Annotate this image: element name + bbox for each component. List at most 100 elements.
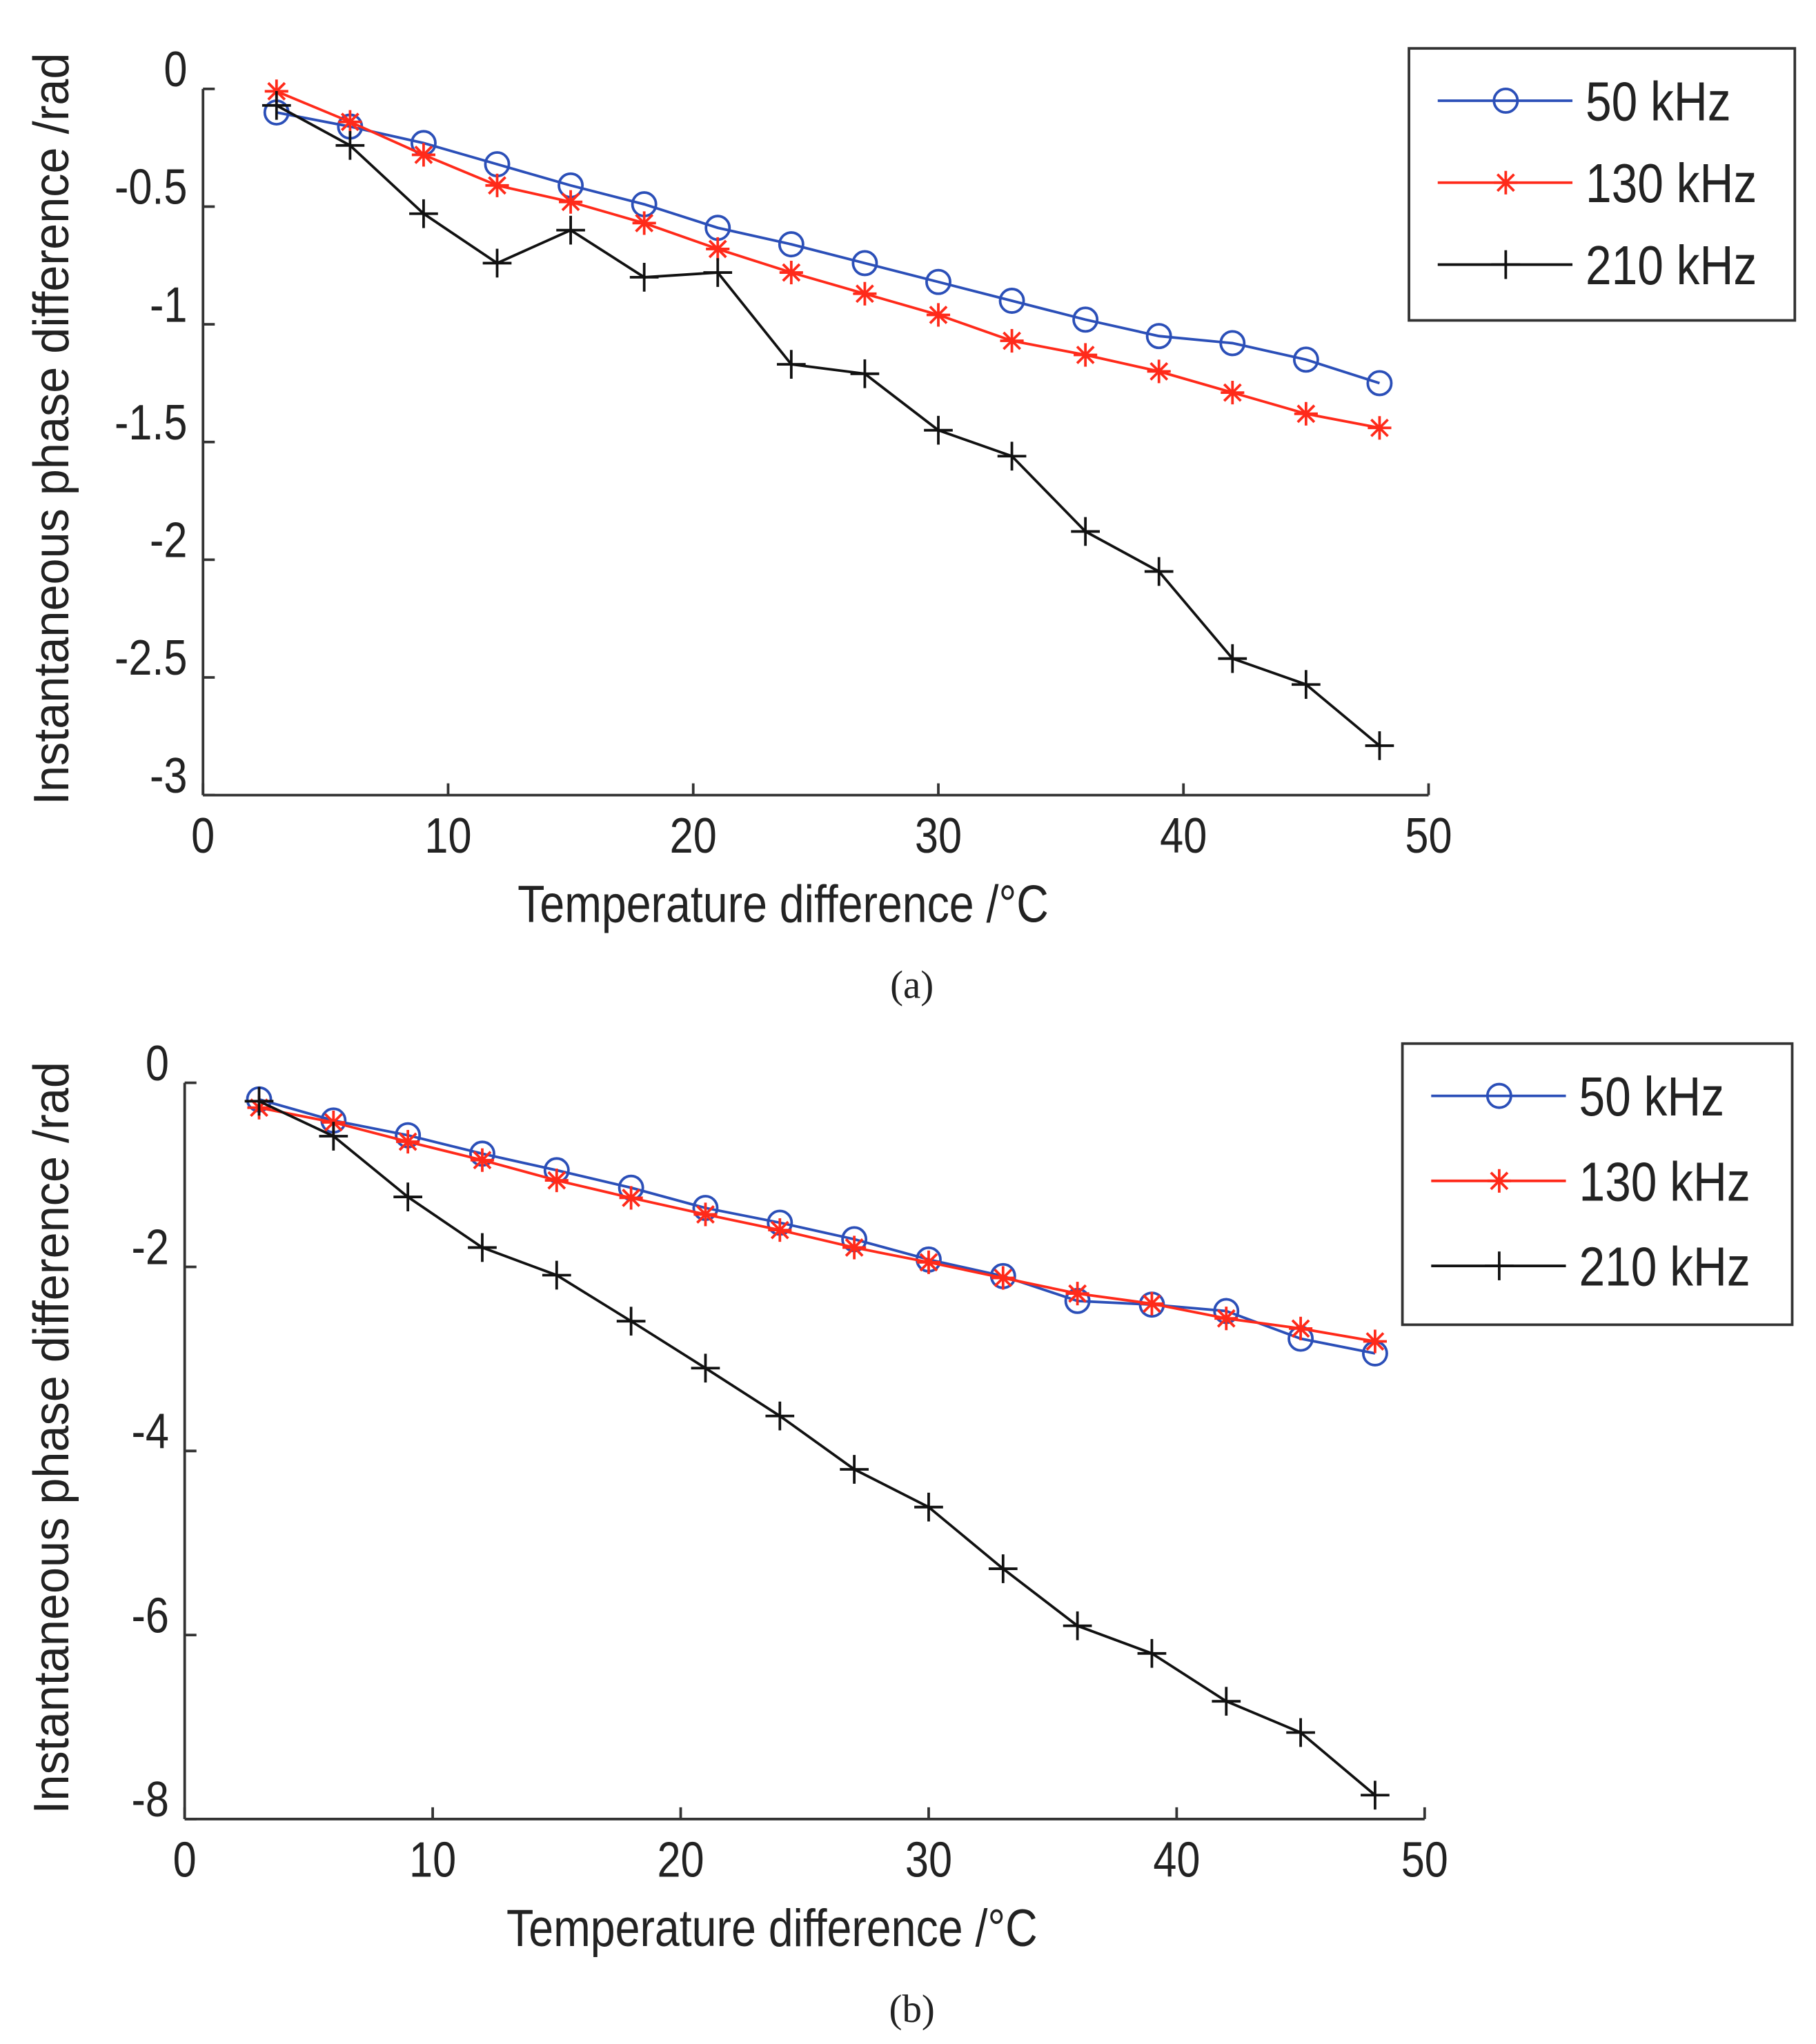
series-50-khz bbox=[263, 99, 1393, 397]
data-point bbox=[411, 143, 436, 167]
data-point bbox=[1363, 1329, 1387, 1353]
legend-marker bbox=[1494, 170, 1518, 195]
asterisk-stroke bbox=[1076, 346, 1095, 364]
x-tick-label: 40 bbox=[1153, 1832, 1200, 1888]
data-point bbox=[261, 90, 291, 120]
series-210-khz bbox=[261, 90, 1394, 760]
asterisk-stroke bbox=[1216, 1309, 1236, 1328]
data-point bbox=[1292, 670, 1321, 699]
legend-marker bbox=[1486, 1082, 1512, 1109]
series-line bbox=[276, 111, 1381, 385]
legend-box bbox=[1401, 1042, 1794, 1327]
data-point bbox=[619, 1186, 643, 1210]
x-tick-label: 50 bbox=[1405, 808, 1452, 864]
y-tick-label: -8 bbox=[131, 1772, 168, 1827]
data-point bbox=[840, 1455, 869, 1484]
y-tick-label: -1.5 bbox=[115, 395, 188, 450]
asterisk-stroke bbox=[1143, 1294, 1161, 1313]
x-tick-label: 30 bbox=[915, 808, 962, 864]
data-point bbox=[779, 261, 803, 285]
y-tick-label: -2 bbox=[131, 1220, 168, 1276]
legend-marker bbox=[1492, 88, 1519, 114]
asterisk-stroke bbox=[929, 306, 948, 324]
data-point bbox=[850, 359, 880, 388]
data-point bbox=[925, 268, 951, 295]
data-point bbox=[1292, 346, 1319, 373]
y-tick-label: -0.5 bbox=[115, 159, 188, 215]
y-tick-label: -1 bbox=[150, 277, 187, 333]
y-axis-label: Instantaneous phase difference /rad bbox=[23, 53, 79, 806]
data-point bbox=[482, 248, 512, 278]
data-point bbox=[765, 1401, 795, 1431]
series-line bbox=[276, 90, 1380, 430]
asterisk-stroke bbox=[1068, 1284, 1087, 1303]
data-point bbox=[1218, 644, 1247, 673]
y-tick-label: -4 bbox=[131, 1404, 168, 1460]
data-point bbox=[1289, 1316, 1313, 1340]
asterisk-stroke bbox=[340, 112, 359, 132]
data-point bbox=[706, 237, 730, 261]
asterisk-stroke bbox=[488, 176, 506, 195]
legend-label: 210 kHz bbox=[1586, 235, 1757, 296]
data-point bbox=[319, 1122, 348, 1151]
panel-caption: (b) bbox=[889, 1987, 935, 2031]
data-point bbox=[1147, 359, 1171, 384]
legend-box bbox=[1408, 47, 1797, 322]
data-point bbox=[629, 263, 659, 292]
asterisk-stroke bbox=[919, 1253, 938, 1272]
x-tick-label: 0 bbox=[173, 1832, 197, 1888]
series-130-khz bbox=[247, 1095, 1387, 1353]
data-point bbox=[703, 258, 733, 287]
legend-item: 50 kHz bbox=[1437, 70, 1731, 132]
data-point bbox=[1286, 1718, 1315, 1747]
data-point bbox=[1294, 401, 1318, 426]
data-point bbox=[1365, 731, 1394, 760]
legend-item: 210 kHz bbox=[1431, 1236, 1750, 1298]
asterisk-stroke bbox=[1496, 173, 1515, 192]
data-point bbox=[468, 1233, 497, 1262]
asterisk-stroke bbox=[708, 239, 727, 259]
data-point bbox=[1063, 1611, 1092, 1640]
data-point bbox=[768, 1218, 792, 1242]
data-point bbox=[926, 303, 951, 327]
series-210-khz bbox=[244, 1087, 1390, 1810]
data-point bbox=[1361, 1780, 1390, 1810]
data-point bbox=[1214, 1307, 1238, 1331]
y-axis-label: Instantaneous phase difference /rad bbox=[23, 1062, 79, 1814]
data-point bbox=[338, 110, 362, 134]
y-tick-label: -3 bbox=[150, 748, 187, 804]
x-axis-label: Temperature difference /°C bbox=[517, 875, 1049, 933]
data-point bbox=[1144, 557, 1174, 586]
asterisk-stroke bbox=[1003, 331, 1021, 350]
asterisk-stroke bbox=[561, 192, 580, 212]
asterisk-stroke bbox=[855, 284, 874, 304]
legend-label: 130 kHz bbox=[1586, 152, 1757, 214]
data-point bbox=[1219, 330, 1246, 357]
x-tick-label: 0 bbox=[191, 808, 215, 864]
asterisk-stroke bbox=[1490, 1171, 1509, 1191]
data-point bbox=[1065, 1282, 1089, 1306]
legend: 50 kHz 130 kHz 210 kHz bbox=[1408, 47, 1797, 322]
x-tick-label: 50 bbox=[1401, 1832, 1448, 1888]
asterisk-stroke bbox=[635, 214, 654, 232]
data-point bbox=[470, 1148, 495, 1172]
data-point bbox=[914, 1492, 943, 1522]
legend-label: 50 kHz bbox=[1586, 70, 1731, 132]
data-point bbox=[1137, 1638, 1167, 1668]
data-point bbox=[924, 415, 953, 445]
series-50-khz bbox=[246, 1086, 1388, 1367]
data-point bbox=[1000, 328, 1024, 353]
data-point bbox=[542, 1260, 571, 1290]
x-tick-label: 20 bbox=[657, 1832, 704, 1888]
data-point bbox=[1212, 1687, 1241, 1716]
data-point bbox=[393, 1182, 423, 1211]
data-point bbox=[842, 1236, 867, 1260]
legend-item: 130 kHz bbox=[1437, 152, 1757, 214]
series-line bbox=[258, 1100, 1376, 1796]
data-point bbox=[335, 130, 365, 160]
legend-item: 130 kHz bbox=[1431, 1151, 1750, 1213]
asterisk-stroke bbox=[770, 1220, 789, 1240]
series-line bbox=[275, 104, 1381, 747]
data-point bbox=[1366, 370, 1393, 397]
